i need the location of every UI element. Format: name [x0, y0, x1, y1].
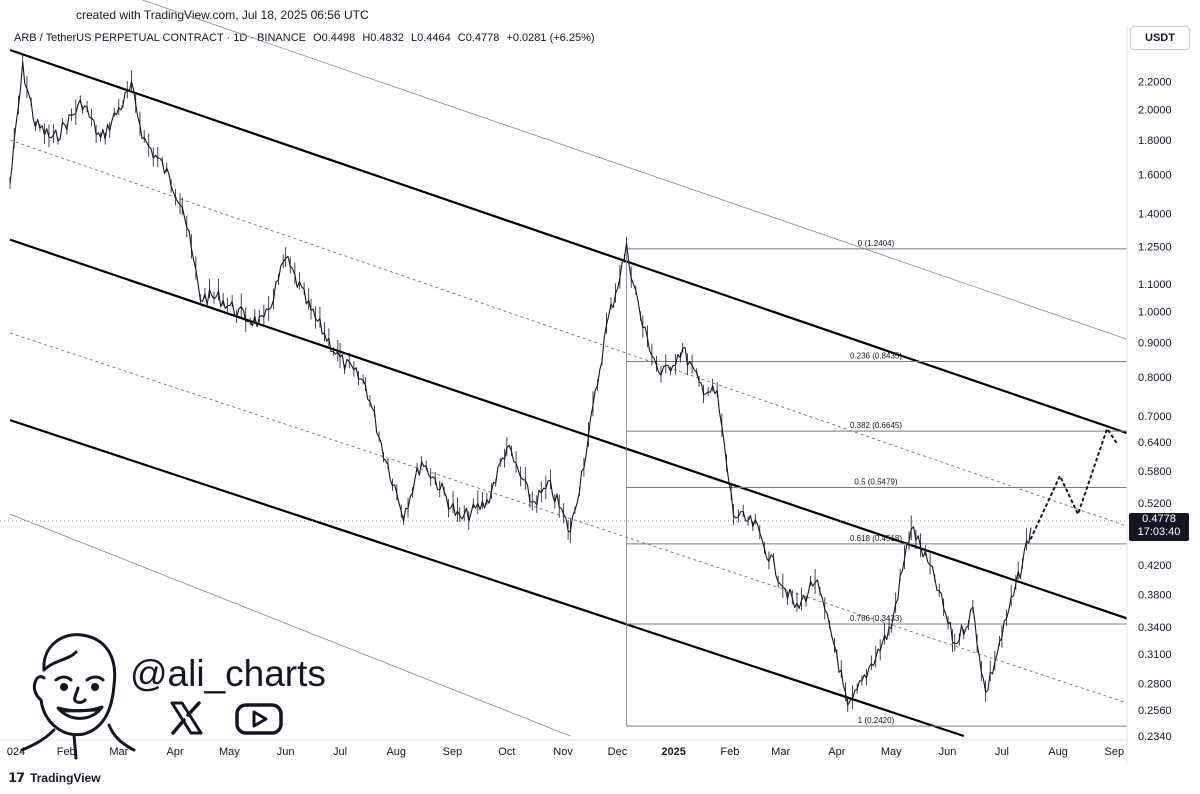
- y-tick-label: 0.3400: [1138, 622, 1172, 634]
- y-tick-label: 1.0000: [1138, 307, 1172, 319]
- y-tick-label: 1.8000: [1138, 135, 1172, 147]
- x-tick-label: Feb: [720, 746, 739, 758]
- x-tick-label: Nov: [553, 746, 573, 758]
- x-icon[interactable]: [168, 700, 204, 736]
- channel-line-1: [9, 238, 1128, 620]
- x-tick-label: 024: [7, 746, 25, 758]
- x-tick-label: Apr: [166, 746, 183, 758]
- projection-path: [1029, 426, 1118, 540]
- x-tick-label: Jun: [939, 746, 957, 758]
- x-tick-label: Mar: [771, 746, 790, 758]
- y-tick-label: 1.4000: [1138, 208, 1172, 220]
- fib-level-label: 0.382 (0.6645): [850, 421, 902, 430]
- y-axis: 2.2000 2.0000 1.8000 1.6000 1.4000 1.2500 1.10…: [1126, 26, 1172, 764]
- x-tick-label: Oct: [498, 746, 515, 758]
- x-tick-label: May: [881, 746, 902, 758]
- avatar: [20, 633, 136, 760]
- fib-level-label: 1 (0.2420): [858, 716, 895, 725]
- footer-brand-label: TradingView: [30, 771, 101, 785]
- fib-level-label: 0.786 (0.3433): [850, 614, 902, 623]
- footer-brand[interactable]: 𝟭𝟳 TradingView: [8, 770, 101, 786]
- y-tick-label: 0.3100: [1138, 649, 1172, 661]
- channel-line-2: [9, 419, 965, 738]
- youtube-icon[interactable]: [235, 702, 283, 736]
- x-tick-label: Sep: [443, 746, 463, 758]
- chart-caption: created with TradingView.com, Jul 18, 20…: [76, 8, 369, 22]
- x-tick-label: Jul: [333, 746, 347, 758]
- price-line: [9, 61, 1032, 706]
- y-tick-label: 0.2560: [1138, 705, 1172, 717]
- fib-level-label: 0 (1.2404): [858, 239, 895, 248]
- channel-line-4: [9, 332, 1128, 704]
- y-tick-label: 1.1000: [1138, 279, 1172, 291]
- last-price-value: 0.4778: [1142, 513, 1176, 525]
- y-tick-label: 0.7000: [1138, 411, 1172, 423]
- projection-line: [1029, 426, 1118, 540]
- channel-line-3: [9, 139, 1128, 527]
- y-tick-label: 1.6000: [1138, 169, 1172, 181]
- y-tick-label: 2.2000: [1138, 76, 1172, 88]
- x-tick-label: Jun: [277, 746, 295, 758]
- channel-lines: [9, 0, 1128, 738]
- y-tick-label: 2.0000: [1138, 104, 1172, 116]
- x-tick-label: 2025: [661, 746, 685, 758]
- tradingview-logo-icon: 𝟭𝟳: [8, 770, 25, 785]
- high-value: H0.4832: [362, 32, 404, 44]
- y-tick-label: 0.4200: [1138, 560, 1172, 572]
- x-tick-label: Apr: [828, 746, 845, 758]
- symbol-info: ARB / TetherUS PERPETUAL CONTRACT · 1D ·…: [14, 32, 599, 44]
- x-tick-label: Jul: [995, 746, 1009, 758]
- fib-level-label: 0.618 (0.4518): [850, 534, 902, 543]
- y-tick-label: 0.2340: [1138, 731, 1172, 743]
- close-value: C0.4778: [457, 32, 500, 44]
- channel-line-5: [141, 0, 1128, 340]
- y-tick-label: 0.9000: [1138, 338, 1172, 350]
- last-price-countdown: 17:03:40: [1137, 526, 1181, 538]
- fib-level-label: 0.5 (0.5479): [854, 477, 897, 486]
- x-axis: 024 Feb Mar Apr May Jun Jul Aug Sep Oct Nov Dec 2025…: [0, 739, 1127, 758]
- x-tick-label: Aug: [386, 746, 406, 758]
- y-tick-label: 0.5200: [1138, 498, 1172, 510]
- open-value: O0.4498: [313, 32, 356, 44]
- y-tick-label: 0.5800: [1138, 466, 1172, 478]
- y-tick-label: 0.6400: [1138, 437, 1172, 449]
- x-tick-label: Feb: [57, 746, 76, 758]
- y-tick-label: 0.8000: [1138, 372, 1172, 384]
- y-tick-label: 0.3800: [1138, 589, 1172, 601]
- change-value: +0.0281 (+6.25%): [506, 32, 595, 44]
- x-tick-label: Aug: [1048, 746, 1068, 758]
- channel-line-6: [9, 513, 571, 737]
- low-value: L0.4464: [410, 32, 451, 44]
- last-price-label: 0.4778 17:03:40: [1129, 513, 1189, 541]
- fib-level-label: 0.236 (0.8435): [850, 351, 902, 360]
- x-tick-label: Sep: [1105, 746, 1125, 758]
- author-handle: @ali_charts: [130, 653, 326, 694]
- channel-line-0: [9, 48, 1128, 435]
- x-tick-label: May: [219, 746, 240, 758]
- currency-button[interactable]: USDT: [1130, 26, 1190, 50]
- fibonacci-levels: 0 (1.2404) 0.236 (0.8435) 0.382 (0.6645) 0.…: [626, 239, 1127, 727]
- y-tick-label: 1.2500: [1138, 242, 1172, 254]
- x-tick-label: Mar: [109, 746, 128, 758]
- y-tick-label: 0.2800: [1138, 679, 1172, 691]
- symbol-name[interactable]: ARB / TetherUS PERPETUAL CONTRACT · 1D ·…: [14, 32, 306, 44]
- price-series: [9, 53, 1032, 712]
- x-tick-label: Dec: [608, 746, 628, 758]
